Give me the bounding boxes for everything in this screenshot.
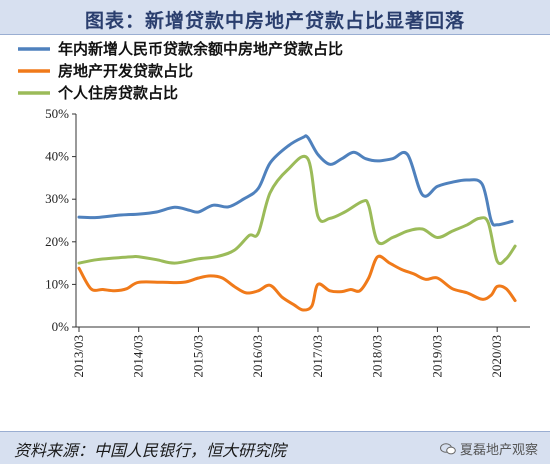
source-note: 资料来源：中国人民银行，恒大研究院: [14, 441, 287, 460]
y-tick-label: 30%: [45, 191, 69, 206]
x-tick-label: 2015/03: [190, 335, 205, 378]
y-tick-label: 10%: [45, 276, 69, 291]
legend-label: 个人住房贷款占比: [57, 84, 178, 102]
x-tick-label: 2016/03: [250, 335, 265, 378]
series-line-housing-loan-share: [77, 134, 514, 227]
wechat-icon: [439, 443, 456, 455]
series-line-mortgage-share: [77, 154, 517, 266]
watermark-text: 夏磊地产观察: [459, 443, 538, 458]
x-tick-label: 2020/03: [489, 335, 504, 378]
y-tick-label: 40%: [45, 149, 69, 164]
axes: 0% 10% 20% 30% 40% 50% 2013/03 2014/03 2015/03 20…: [45, 106, 530, 378]
series-line-dev-loan-share: [77, 254, 517, 312]
chart-title: 图表：新增贷款中房地产贷款占比显著回落: [84, 10, 465, 32]
title-band: [0, 0, 550, 35]
watermark: 夏磊地产观察: [439, 439, 538, 458]
x-tick-label: 2019/03: [429, 335, 444, 378]
line-chart: 0% 10% 20% 30% 40% 50% 2013/03 2014/03 2015/03 20…: [18, 40, 530, 378]
legend-label: 房地产开发贷款占比: [58, 62, 193, 80]
x-tick-label: 2014/03: [131, 335, 146, 378]
y-tick-label: 0%: [52, 319, 70, 334]
y-tick-label: 50%: [45, 106, 69, 121]
x-tick-label: 2018/03: [370, 335, 385, 378]
y-tick-label: 20%: [45, 234, 69, 249]
series-lines: [77, 134, 517, 312]
source-band: [0, 431, 550, 464]
x-tick-label: 2017/03: [310, 335, 325, 378]
legend-label: 年内新增人民币贷款余额中房地产贷款占比: [58, 40, 343, 58]
x-tick-label: 2013/03: [71, 335, 86, 378]
